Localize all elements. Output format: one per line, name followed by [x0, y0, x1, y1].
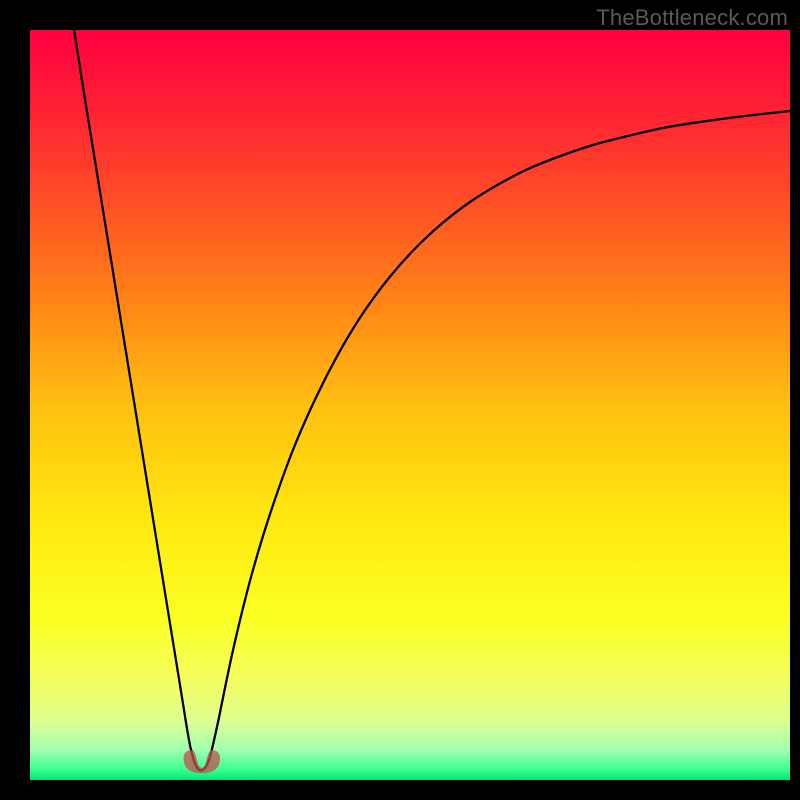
chart-background: [30, 30, 790, 780]
watermark-text: TheBottleneck.com: [596, 5, 788, 31]
chart-frame: TheBottleneck.com: [0, 0, 800, 800]
plot-area: [30, 30, 790, 780]
chart-svg: [30, 30, 790, 780]
